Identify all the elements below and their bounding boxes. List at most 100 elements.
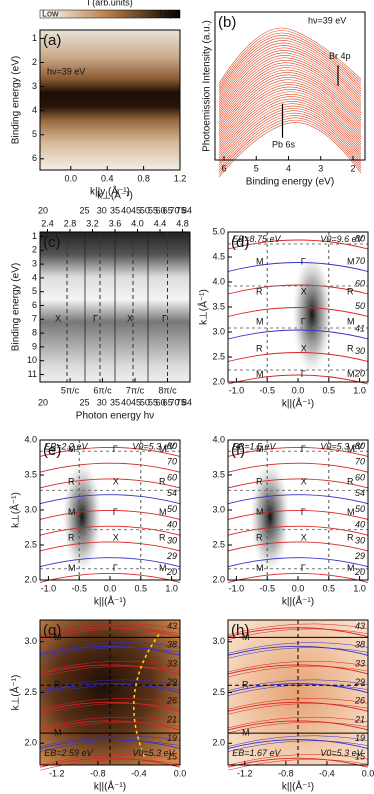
y-tick-label: 3.0 xyxy=(24,636,37,646)
spectrum xyxy=(218,42,362,98)
top-tick-label: 3.2 xyxy=(86,218,99,228)
y-tick-label: 1 xyxy=(32,33,37,43)
annotation: M xyxy=(68,563,76,573)
k-curve xyxy=(227,478,369,489)
k-curve xyxy=(227,541,369,552)
x-axis-label: k||y (Å⁻¹) xyxy=(90,185,130,198)
spectrum xyxy=(218,119,362,175)
annotation: Γ xyxy=(162,313,167,323)
k-curve xyxy=(39,665,181,678)
x-tick-label: -0.4 xyxy=(319,768,335,778)
annotation: X xyxy=(301,532,307,542)
spectrum xyxy=(218,64,362,120)
y-tick-label: 4.0 xyxy=(212,276,225,286)
annotation: M xyxy=(68,444,76,454)
photon-tick-label: 25 xyxy=(80,397,90,407)
curve-label: 50 xyxy=(355,301,365,311)
photon-tick-label: 75 xyxy=(176,205,186,215)
x-tick-label: -1.0 xyxy=(229,583,245,593)
k-curve xyxy=(227,525,369,536)
curve-label: 21 xyxy=(354,714,365,724)
k-curve xyxy=(39,557,181,568)
curve-label: 60 xyxy=(167,472,177,482)
annotation: R xyxy=(256,286,263,296)
photon-tick-label: 45 xyxy=(131,205,141,215)
curve-label: 21 xyxy=(166,714,177,724)
y-tick-label: 3.5 xyxy=(212,301,225,311)
spectrum xyxy=(218,69,362,125)
spectrum xyxy=(218,89,362,144)
annotation: Γ xyxy=(93,313,98,323)
x-axis-label: k||(Å⁻¹) xyxy=(282,397,314,410)
k-curve xyxy=(227,446,369,457)
annotation: M xyxy=(256,256,264,266)
annotation: X xyxy=(55,313,61,323)
y-tick-label: 2.0 xyxy=(212,574,225,584)
spectrum xyxy=(218,81,362,137)
y-tick-label: 9 xyxy=(32,341,37,351)
annotation: R xyxy=(159,476,166,486)
photon-tick-label: 30 xyxy=(97,205,107,215)
trace xyxy=(133,634,160,759)
annotation: X xyxy=(113,532,119,542)
y-tick-label: 2 xyxy=(32,245,37,255)
curve-label: 70 xyxy=(167,457,177,467)
k-curve xyxy=(39,572,181,583)
k-curve xyxy=(39,735,181,747)
k-curve xyxy=(39,478,181,489)
y-tick-label: 6 xyxy=(32,300,37,310)
k-curve xyxy=(227,307,369,317)
photon-tick-label: 55 xyxy=(148,205,158,215)
intensity xyxy=(250,461,290,573)
annotation: M xyxy=(54,632,62,642)
x-tick-label: 1.2 xyxy=(174,173,187,183)
spectrum xyxy=(218,117,362,173)
spectrum xyxy=(218,74,362,130)
x-axis-label: k||(Å⁻¹) xyxy=(282,595,314,608)
top-tick-label: 2.4 xyxy=(41,218,54,228)
y-axis-label: Photoemission Intensity (a.u.) xyxy=(202,20,213,152)
x-tick-label: 1.0 xyxy=(353,583,366,593)
curve-label: 33 xyxy=(167,658,177,668)
x-tick-label: 7π/c xyxy=(126,385,145,395)
x-tick-label: 6π/c xyxy=(93,385,112,395)
k-curve xyxy=(227,701,369,712)
k-curve xyxy=(227,716,369,729)
annotation: V0=9.6 eV xyxy=(320,234,363,244)
k-curve xyxy=(227,509,369,520)
y-tick-label: 2.5 xyxy=(212,351,225,361)
photon-tick-label: 35 xyxy=(110,205,120,215)
spectrum xyxy=(218,32,362,89)
y-tick-label: 2.0 xyxy=(24,574,37,584)
annotation: V0=5.3 eV xyxy=(132,748,175,758)
intensity xyxy=(62,461,102,573)
annotation: R xyxy=(256,343,263,353)
y-tick-label: 3.0 xyxy=(212,636,225,646)
y-tick-label: 3.0 xyxy=(24,504,37,514)
k-curve xyxy=(227,647,369,659)
colorbar-end: High xyxy=(159,8,178,18)
spectrum xyxy=(218,59,362,115)
spectrum xyxy=(218,122,362,178)
panel-label: (e) xyxy=(43,442,61,459)
annotation: Br 4p xyxy=(329,51,351,61)
x-tick-label: -0.4 xyxy=(131,768,147,778)
k-curve xyxy=(39,701,181,712)
curve-label: 60 xyxy=(355,278,365,288)
curve-label: 30 xyxy=(167,535,177,545)
curve-label: 43 xyxy=(355,621,365,631)
top-tick-label: 4.8 xyxy=(176,218,189,228)
y-tick-label: 4.0 xyxy=(212,434,225,444)
photon-tick-label: 35 xyxy=(110,397,120,407)
top-tick-label: 4.0 xyxy=(131,218,144,228)
curve-label: 19 xyxy=(167,733,177,743)
k-curve xyxy=(227,759,369,771)
photon-tick-label: 84 xyxy=(182,205,192,215)
photon-tick-label: 40 xyxy=(121,397,131,407)
x-tick-label: -0.8 xyxy=(278,768,294,778)
x-tick-label: 0.0 xyxy=(65,173,78,183)
x-tick-label: 5 xyxy=(254,163,259,173)
photon-tick-label: 50 xyxy=(140,397,150,407)
x-tick-label: -1.0 xyxy=(229,385,245,395)
k-curve xyxy=(39,759,181,771)
